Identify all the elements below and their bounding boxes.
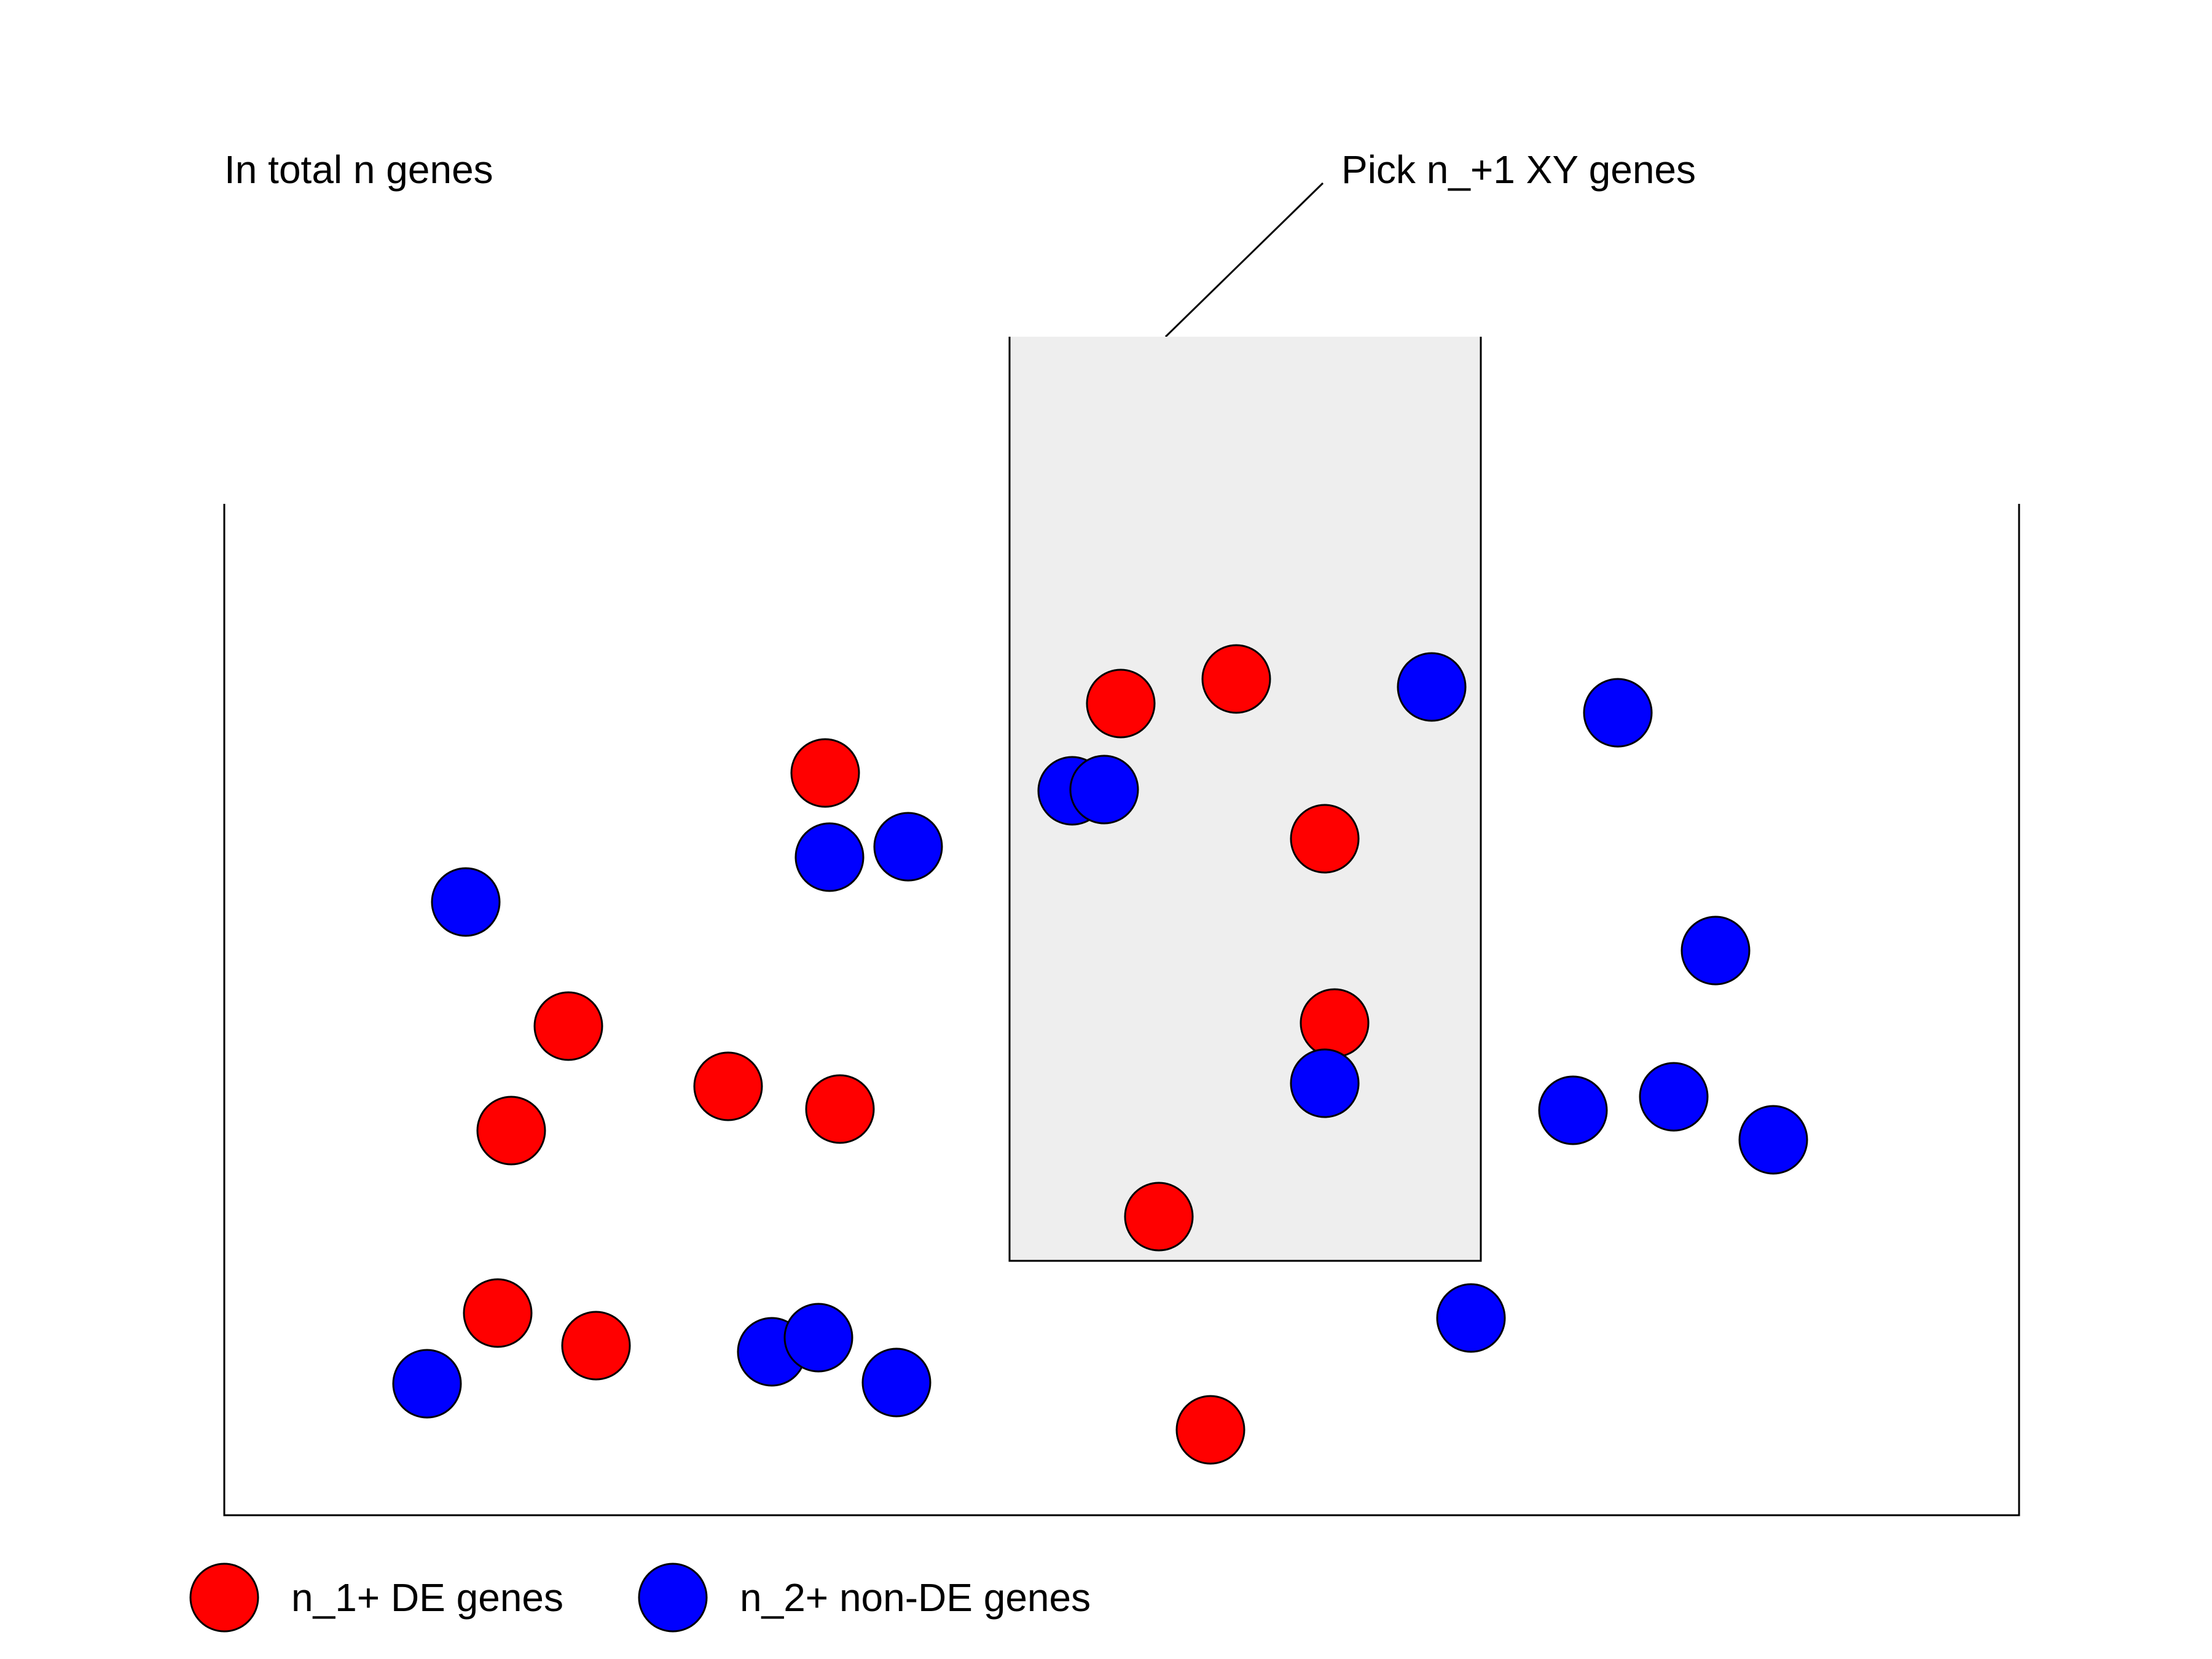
legend-non-de-label: n_2+ non-DE genes bbox=[740, 1575, 1091, 1620]
de-gene-dot bbox=[693, 1051, 763, 1121]
legend-non-de-swatch bbox=[638, 1563, 708, 1633]
legend-de-label: n_1+ DE genes bbox=[291, 1575, 563, 1620]
de-gene-dot bbox=[463, 1278, 533, 1348]
de-gene-dot bbox=[790, 738, 860, 808]
non-de-gene-dot bbox=[783, 1303, 853, 1373]
de-gene-dot bbox=[533, 991, 603, 1061]
non-de-gene-dot bbox=[392, 1349, 462, 1419]
de-gene-dot bbox=[476, 1096, 546, 1166]
legend-de-swatch bbox=[189, 1563, 259, 1633]
de-gene-dot bbox=[561, 1311, 631, 1381]
pick-genes-label: Pick n_+1 XY genes bbox=[1341, 147, 1696, 192]
total-genes-label: In total n genes bbox=[224, 147, 493, 192]
non-de-gene-dot bbox=[1436, 1283, 1506, 1353]
de-gene-dot bbox=[805, 1074, 875, 1144]
de-gene-dot bbox=[1300, 988, 1370, 1058]
de-gene-dot bbox=[1124, 1182, 1194, 1252]
non-de-gene-dot bbox=[1397, 652, 1467, 722]
legend: n_1+ DE genes n_2+ non-DE genes bbox=[189, 1563, 1091, 1633]
non-de-gene-dot bbox=[873, 812, 943, 882]
non-de-gene-dot bbox=[1538, 1075, 1608, 1145]
non-de-gene-dot bbox=[1738, 1105, 1808, 1175]
pick-leader-line bbox=[1164, 182, 1324, 338]
non-de-gene-dot bbox=[794, 822, 865, 892]
de-gene-dot bbox=[1201, 644, 1271, 714]
non-de-gene-dot bbox=[1069, 755, 1139, 825]
de-gene-dot bbox=[1086, 669, 1156, 739]
gene-dots bbox=[392, 644, 1808, 1465]
de-gene-dot bbox=[1175, 1395, 1245, 1465]
non-de-gene-dot bbox=[1583, 678, 1653, 748]
non-de-gene-dot bbox=[431, 867, 501, 937]
non-de-gene-dot bbox=[1681, 916, 1751, 986]
non-de-gene-dot bbox=[1639, 1062, 1709, 1132]
non-de-gene-dot bbox=[1290, 1048, 1360, 1118]
de-gene-dot bbox=[1290, 804, 1360, 874]
non-de-gene-dot bbox=[861, 1347, 931, 1418]
gene-container bbox=[223, 504, 2020, 1516]
